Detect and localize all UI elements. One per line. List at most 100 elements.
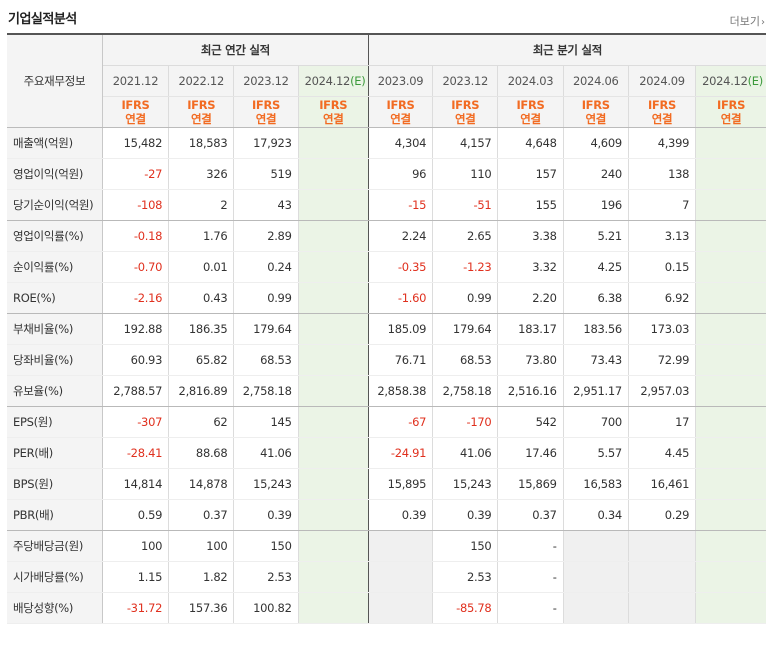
table-cell: 173.03 (627, 313, 696, 345)
table-cell: 4.45 (627, 437, 696, 469)
ifrs-text: IFRS (386, 97, 415, 112)
table-cell (695, 189, 766, 221)
ifrs-text: IFRS (647, 97, 677, 112)
table-cell (695, 313, 766, 345)
row-label: PER(배) (7, 437, 103, 469)
table-cell (297, 189, 369, 221)
table-cell: 5.21 (562, 220, 629, 252)
table-cell: -0.35 (367, 251, 433, 283)
table-row: 유보율(%) 2,788.57 2,816.89 2,758.18 2,858.38 2,… (7, 375, 766, 407)
table-row: 배당성향(%) -31.72 157.36 100.82 -85.78- (7, 592, 766, 624)
table-cell: 6.92 (627, 282, 696, 314)
table-cell: 150 (432, 530, 498, 562)
period-header: 2024.12(E) (297, 65, 369, 97)
table-cell: 60.93 (102, 344, 169, 376)
ifrs-basis-label: IFRS 연결 (233, 96, 299, 128)
table-cell: 110 (432, 158, 498, 190)
table-cell (695, 127, 766, 159)
table-row: BPS(원) 14,814 14,878 15,243 15,895 15,243 15,8… (7, 468, 766, 500)
table-cell: 0.15 (627, 251, 696, 283)
table-cell: 0.29 (627, 499, 696, 531)
table-cell (562, 592, 629, 624)
table-cell (297, 561, 369, 593)
ifrs-basis-label: IFRS 연결 (297, 96, 369, 128)
table-cell: 41.06 (432, 437, 498, 469)
table-row: 주당배당금(원) 100 100 150 150- (7, 530, 766, 562)
table-cell: -1.23 (432, 251, 498, 283)
table-row: 당기순이익(억원) -108 2 43 -15 -51 155 196 7 (7, 189, 766, 221)
table-cell: 179.64 (233, 313, 299, 345)
period-label: 2023.12 (442, 73, 489, 88)
table-row: 시가배당률(%) 1.15 1.82 2.53 2.53- (7, 561, 766, 593)
ifrs-text: IFRS (187, 97, 216, 112)
table-cell: 88.68 (168, 437, 234, 469)
table-cell: 2.53 (233, 561, 299, 593)
table-cell: 16,583 (562, 468, 629, 500)
table-cell: 4,609 (562, 127, 629, 159)
table-row: PER(배) -28.41 88.68 41.06 -24.91 41.06 17.46 5.… (7, 437, 766, 469)
table-cell: 0.39 (367, 499, 433, 531)
period-header: 2024.06 (562, 65, 629, 97)
table-cell: 138 (627, 158, 696, 190)
table-cell: 15,243 (233, 468, 299, 500)
table-cell: 2.20 (497, 282, 564, 314)
table-cell: -0.70 (102, 251, 169, 283)
table-cell: -0.18 (102, 220, 169, 252)
table-cell (627, 592, 696, 624)
table-cell (695, 220, 766, 252)
table-cell (695, 375, 766, 407)
table-row: ROE(%) -2.16 0.43 0.99 -1.60 0.99 2.20 6.38 6.92 (7, 282, 766, 314)
ifrs-text: IFRS (121, 97, 150, 112)
more-label: 더보기 (729, 15, 760, 28)
table-cell: 0.01 (168, 251, 234, 283)
table-cell: 0.37 (497, 499, 564, 531)
table-row: 부채비율(%) 192.88 186.35 179.64 185.09 179.64 183… (7, 313, 766, 345)
table-cell: 192.88 (102, 313, 169, 345)
table-cell (695, 468, 766, 500)
table-cell: 6.38 (562, 282, 629, 314)
table-cell: 2,816.89 (168, 375, 234, 407)
table-cell: 5.57 (562, 437, 629, 469)
table-cell: 240 (562, 158, 629, 190)
table-cell: 0.39 (432, 499, 498, 531)
consolidated-text: 연결 (390, 111, 411, 126)
period-label: 2024.12 (304, 73, 351, 88)
table-cell: 0.59 (102, 499, 169, 531)
table-cell: 0.34 (562, 499, 629, 531)
period-label: 2024.12 (702, 73, 748, 88)
table-cell: 76.71 (367, 344, 433, 376)
table-cell: 2,758.18 (432, 375, 498, 407)
table-cell: 0.43 (168, 282, 234, 314)
row-label: 영업이익(억원) (7, 158, 103, 190)
table-cell: 4,157 (432, 127, 498, 159)
table-cell (297, 592, 369, 624)
table-cell: -24.91 (367, 437, 433, 469)
chevron-right-icon: › (761, 17, 765, 28)
table-cell: -31.72 (102, 592, 169, 624)
table-cell: 3.13 (627, 220, 696, 252)
table-cell: 186.35 (168, 313, 234, 345)
table-cell: -108 (102, 189, 169, 221)
table-cell (367, 592, 433, 624)
consolidated-text: 연결 (125, 111, 146, 126)
table-cell (695, 437, 766, 469)
table-cell: 7 (627, 189, 696, 221)
period-header: 2023.12 (233, 65, 299, 97)
period-label: 2024.09 (639, 73, 685, 88)
row-label: 순이익률(%) (7, 251, 103, 283)
row-label: PBR(배) (7, 499, 103, 531)
table-cell: 0.99 (432, 282, 498, 314)
table-cell: 0.24 (233, 251, 299, 283)
row-label: 매출액(억원) (7, 127, 103, 159)
table-cell: 542 (497, 406, 564, 438)
more-link[interactable]: 더보기› (730, 13, 765, 29)
ifrs-basis-label: IFRS 연결 (562, 96, 629, 128)
row-label: 부채비율(%) (7, 313, 103, 345)
table-cell: -27 (102, 158, 169, 190)
table-cell: 68.53 (432, 344, 498, 376)
period-header: 2024.12(E) (695, 65, 766, 97)
table-cell (297, 468, 369, 500)
row-label: 주당배당금(원) (7, 530, 103, 562)
row-label: 당좌비율(%) (7, 344, 103, 376)
table-cell (695, 251, 766, 283)
